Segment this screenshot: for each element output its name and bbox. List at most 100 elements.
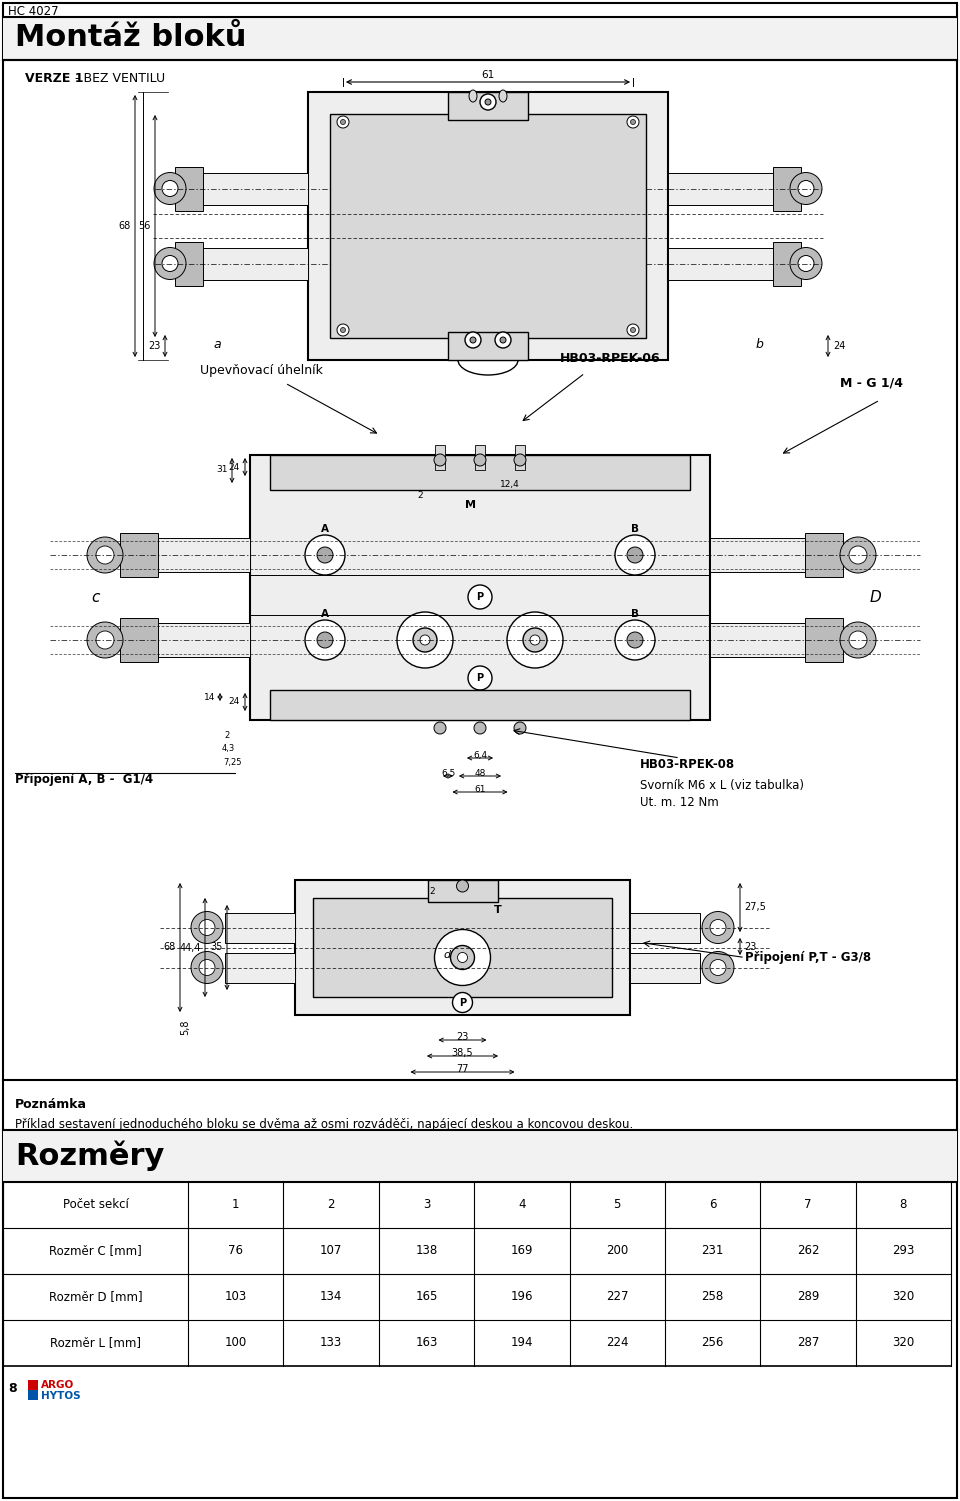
Circle shape <box>458 953 468 962</box>
Circle shape <box>199 920 215 935</box>
Ellipse shape <box>469 90 477 102</box>
Bar <box>155 623 250 657</box>
Bar <box>427 880 497 902</box>
Text: A: A <box>321 609 329 618</box>
Circle shape <box>96 546 114 564</box>
Bar <box>475 444 485 470</box>
Circle shape <box>154 173 186 204</box>
Circle shape <box>798 255 814 272</box>
Text: 31: 31 <box>217 465 228 474</box>
Circle shape <box>199 959 215 976</box>
Bar <box>3 17 957 60</box>
Text: P: P <box>476 591 484 602</box>
Circle shape <box>465 332 481 348</box>
Bar <box>630 953 700 983</box>
Text: 227: 227 <box>606 1291 629 1303</box>
Bar <box>250 455 710 720</box>
Text: 3: 3 <box>422 1198 430 1211</box>
Circle shape <box>514 722 526 734</box>
Circle shape <box>849 546 867 564</box>
Bar <box>313 898 612 997</box>
Text: HB03-RPEK-08: HB03-RPEK-08 <box>640 758 735 772</box>
Circle shape <box>457 880 468 892</box>
Circle shape <box>840 621 876 657</box>
Text: M - G 1/4: M - G 1/4 <box>840 377 903 390</box>
Text: B: B <box>631 524 639 534</box>
Bar <box>330 114 646 338</box>
Text: Připojení P,T - G3/8: Připojení P,T - G3/8 <box>745 952 871 964</box>
Bar <box>175 242 203 285</box>
Text: 289: 289 <box>797 1291 819 1303</box>
Circle shape <box>627 632 643 648</box>
Circle shape <box>702 952 734 983</box>
Bar <box>448 332 528 360</box>
Bar <box>120 618 158 662</box>
Bar <box>155 537 250 572</box>
Text: 262: 262 <box>797 1244 819 1258</box>
Text: 5: 5 <box>613 1198 621 1211</box>
Bar <box>270 690 690 720</box>
Circle shape <box>468 585 492 609</box>
Text: 8: 8 <box>900 1198 907 1211</box>
Circle shape <box>305 620 345 660</box>
Circle shape <box>710 959 726 976</box>
Text: Rozměr L [mm]: Rozměr L [mm] <box>50 1336 141 1349</box>
Circle shape <box>474 453 486 465</box>
Bar <box>203 248 308 279</box>
Text: 5,8: 5,8 <box>180 1019 190 1034</box>
Text: b: b <box>756 339 763 351</box>
Circle shape <box>191 911 223 944</box>
Circle shape <box>470 338 476 344</box>
Circle shape <box>317 632 333 648</box>
Text: 77: 77 <box>456 1064 468 1075</box>
Circle shape <box>627 324 639 336</box>
Circle shape <box>849 630 867 648</box>
Bar <box>203 173 308 204</box>
Bar <box>805 618 843 662</box>
Circle shape <box>840 537 876 573</box>
Text: D: D <box>869 590 881 605</box>
Text: 23: 23 <box>744 943 756 952</box>
Circle shape <box>615 534 655 575</box>
Text: 61: 61 <box>481 71 494 80</box>
Circle shape <box>413 627 437 651</box>
Text: 2: 2 <box>418 491 422 500</box>
Text: Připojení A, B -  G1/4: Připojení A, B - G1/4 <box>15 773 154 787</box>
Bar <box>28 1379 38 1390</box>
Circle shape <box>191 952 223 983</box>
Text: 320: 320 <box>892 1336 915 1349</box>
Circle shape <box>337 324 349 336</box>
Circle shape <box>474 722 486 734</box>
Bar <box>710 537 805 572</box>
Text: 107: 107 <box>320 1244 343 1258</box>
Circle shape <box>305 534 345 575</box>
Bar <box>630 913 700 943</box>
Text: P: P <box>459 998 466 1007</box>
Bar <box>668 248 773 279</box>
Circle shape <box>434 453 446 465</box>
Text: 24: 24 <box>228 462 240 471</box>
Bar <box>308 92 668 360</box>
Text: 44,4: 44,4 <box>180 943 201 953</box>
Circle shape <box>317 546 333 563</box>
Text: ARGO: ARGO <box>41 1379 74 1390</box>
Text: HB03-RPEK-06: HB03-RPEK-06 <box>560 353 660 365</box>
Ellipse shape <box>499 90 507 102</box>
Circle shape <box>337 116 349 128</box>
Text: 231: 231 <box>702 1244 724 1258</box>
Circle shape <box>162 180 178 197</box>
Bar <box>295 880 630 1015</box>
Circle shape <box>627 546 643 563</box>
Text: HYTOS: HYTOS <box>41 1391 81 1400</box>
Circle shape <box>341 120 346 125</box>
Text: 23: 23 <box>149 341 161 351</box>
Circle shape <box>452 992 472 1013</box>
Bar <box>773 167 801 210</box>
Text: 100: 100 <box>225 1336 247 1349</box>
Text: 6,4: 6,4 <box>473 750 487 760</box>
Text: 24: 24 <box>833 341 846 351</box>
Text: 200: 200 <box>606 1244 628 1258</box>
Text: Montáž bloků: Montáž bloků <box>15 24 247 53</box>
Circle shape <box>798 180 814 197</box>
Text: 4,3: 4,3 <box>222 743 235 752</box>
